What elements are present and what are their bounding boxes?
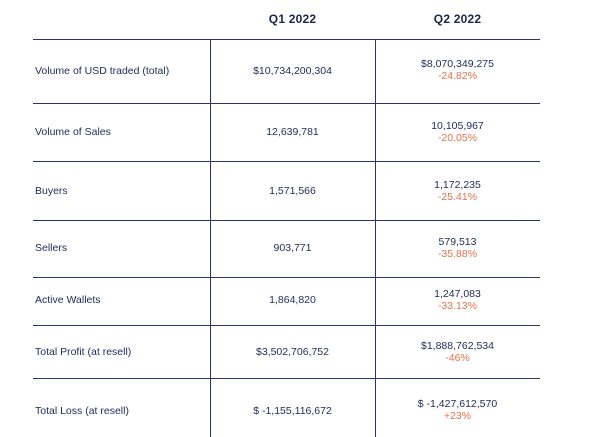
row-divider [33,325,540,326]
column-divider [375,39,376,437]
row-divider [33,220,540,221]
q2-value: 579,513 [438,236,477,248]
change-percent: -46% [445,352,470,364]
table-row: Sellers 903,771 579,513 -35.88% [33,220,540,277]
metric-label: Buyers [35,185,68,197]
q2-value: $1,888,762,534 [421,340,494,352]
q1-value: 12,639,781 [266,126,319,138]
metric-label: Volume of Sales [35,126,111,138]
q2-cell: 1,172,235 -25.41% [375,179,540,203]
q2-value: 1,172,235 [434,179,481,191]
table-row: Total Profit (at resell) $3,502,706,752 … [33,325,540,378]
q2-value: $ -1,427,612,570 [417,398,498,410]
q2-cell: 10,105,967 -20.05% [375,120,540,144]
table-row: Active Wallets 1,864,820 1,247,083 -33.1… [33,277,540,325]
q1-value: 903,771 [273,242,312,254]
table-row: Volume of Sales 12,639,781 10,105,967 -2… [33,103,540,161]
change-percent: -35.88% [437,248,478,260]
q2-value: $8,070,349,275 [421,58,494,70]
metric-label: Volume of USD traded (total) [35,65,170,77]
table-row: Buyers 1,571,566 1,172,235 -25.41% [33,161,540,220]
q2-cell: $ -1,427,612,570 +23% [375,398,540,422]
change-percent: -24.82% [437,70,478,82]
q2-cell: 1,247,083 -33.13% [375,288,540,312]
q1-value: 1,571,566 [269,185,316,197]
q2-cell: $8,070,349,275 -24.82% [375,58,540,82]
metric-label: Total Profit (at resell) [35,346,132,358]
change-percent: -33.13% [437,300,478,312]
row-divider [33,103,540,104]
q1-value: $ -1,155,116,672 [253,405,332,417]
q2-value: 1,247,083 [434,288,481,300]
q2-cell: $1,888,762,534 -46% [375,340,540,364]
q1-value: $3,502,706,752 [256,346,329,358]
row-divider [33,277,540,278]
change-percent: -20.05% [437,132,478,144]
table-row: Volume of USD traded (total) $10,734,200… [33,39,540,103]
metric-label: Sellers [35,242,68,254]
q2-cell: 579,513 -35.88% [375,236,540,260]
header-q2-2022: Q2 2022 [433,12,482,26]
q2-value: 10,105,967 [431,120,484,132]
header-q1-2022: Q1 2022 [268,12,317,26]
q1-value: 1,864,820 [269,294,316,306]
metric-label: Total Loss (at resell) [35,405,129,417]
row-divider [33,161,540,162]
q1-value: $10,734,200,304 [253,65,332,77]
change-percent: +23% [443,410,472,422]
row-divider [33,378,540,379]
row-divider [33,39,540,40]
change-percent: -25.41% [437,191,478,203]
metric-label: Active Wallets [35,294,101,306]
table-row: Total Loss (at resell) $ -1,155,116,672 … [33,378,540,437]
column-divider [210,39,211,437]
